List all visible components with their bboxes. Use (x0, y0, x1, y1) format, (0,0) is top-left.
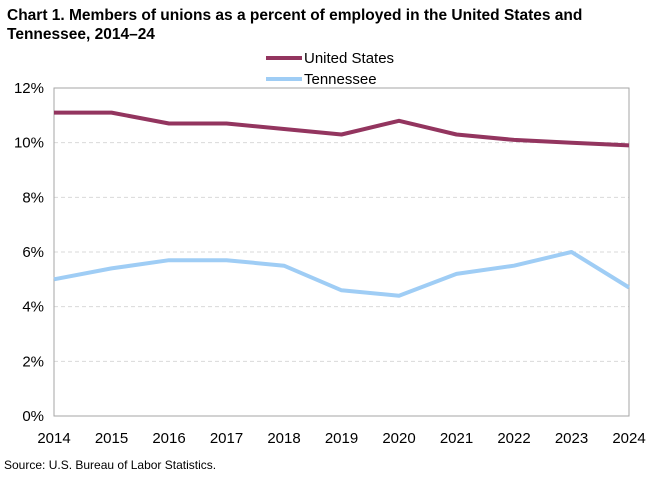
legend-label: Tennessee (304, 71, 377, 88)
series-lines (53, 110, 631, 298)
series-line-tennessee (53, 250, 631, 298)
x-axis-tick-labels: 2014 2015 2016 2017 2018 2019 2020 2021 2022 2023… (37, 430, 645, 447)
x-tick-label: 2016 (152, 430, 185, 447)
y-tick-label: 4% (22, 299, 44, 316)
x-tick-label: 2024 (612, 430, 645, 447)
y-tick-label: 0% (22, 408, 44, 425)
x-tick-label: 2020 (382, 430, 415, 447)
x-tick-label: 2019 (325, 430, 358, 447)
plot-area-frame (53, 87, 630, 417)
y-tick-label: 8% (22, 189, 44, 206)
gridlines (54, 142, 629, 362)
y-tick-label: 12% (14, 80, 44, 97)
x-tick-label: 2017 (210, 430, 243, 447)
source-note: Source: U.S. Bureau of Labor Statistics. (4, 458, 217, 472)
x-tick-label: 2023 (555, 430, 588, 447)
legend-label: United States (304, 50, 394, 67)
x-tick-label: 2015 (95, 430, 128, 447)
y-tick-label: 6% (22, 244, 44, 261)
x-tick-label: 2022 (497, 430, 530, 447)
x-tick-label: 2018 (267, 430, 300, 447)
y-axis-tick-labels: 0% 2% 4% 6% 8% 10% 12% (14, 80, 44, 425)
legend: United States Tennessee (266, 50, 394, 88)
series-line-united-states (54, 110, 630, 148)
y-tick-label: 2% (22, 353, 44, 370)
x-tick-label: 2021 (440, 430, 473, 447)
chart-title: Chart 1. Members of unions as a percent … (7, 7, 583, 43)
y-tick-label: 10% (14, 135, 44, 152)
x-tick-label: 2014 (37, 430, 70, 447)
